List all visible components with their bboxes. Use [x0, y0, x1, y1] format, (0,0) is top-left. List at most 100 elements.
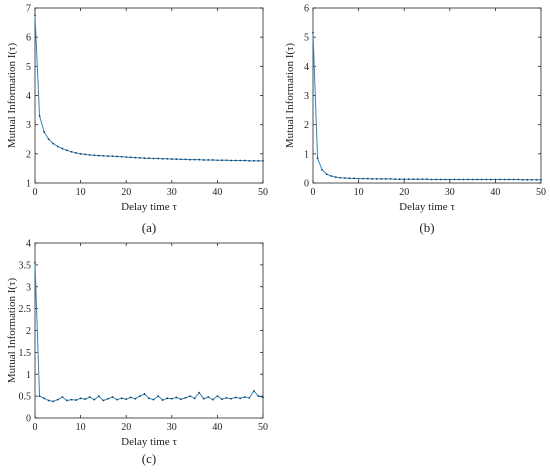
- data-point: [394, 178, 396, 181]
- data-point: [75, 152, 77, 154]
- x-tick-label: 40: [212, 187, 222, 198]
- data-point: [476, 178, 479, 181]
- data-point: [97, 395, 100, 398]
- data-point: [170, 158, 173, 160]
- x-tick-label: 20: [121, 422, 131, 433]
- data-point: [93, 154, 96, 157]
- data-point: [508, 178, 510, 181]
- data-point: [184, 158, 187, 161]
- data-point: [34, 261, 36, 264]
- data-point: [252, 159, 255, 162]
- data-point: [421, 178, 424, 181]
- data-point: [125, 398, 128, 401]
- data-point: [143, 393, 146, 395]
- x-tick-label: 30: [167, 422, 177, 433]
- data-point: [93, 398, 96, 401]
- y-tick-label: 3: [26, 120, 31, 131]
- data-point: [503, 178, 506, 181]
- data-point: [530, 178, 533, 181]
- data-point: [339, 176, 342, 179]
- data-point: [225, 159, 228, 162]
- data-point: [102, 399, 105, 402]
- data-point: [189, 395, 191, 398]
- data-point: [189, 158, 191, 161]
- data-point: [494, 178, 497, 181]
- y-tick-label: 3: [26, 282, 31, 293]
- data-point: [43, 397, 46, 400]
- y-tick-label: 2.5: [19, 304, 32, 315]
- data-point: [535, 178, 538, 181]
- data-point: [416, 178, 419, 181]
- data-point: [312, 31, 314, 34]
- data-point: [366, 177, 369, 180]
- data-point: [257, 395, 260, 398]
- data-point: [120, 397, 123, 400]
- data-point: [325, 173, 328, 176]
- x-tick-label: 50: [536, 187, 546, 198]
- data-point: [316, 157, 319, 160]
- series-line: [312, 32, 541, 181]
- data-point: [175, 396, 178, 399]
- data-point: [138, 157, 141, 159]
- data-point: [43, 131, 46, 133]
- data-point: [512, 178, 515, 181]
- data-point: [540, 178, 542, 181]
- subplot-c: 0 10 20 30 40 50 0 0.5 1 1.5 2 2.5 3 3.5 4 Delay time τ…: [6, 239, 268, 467]
- data-point: [444, 178, 447, 181]
- data-point: [134, 397, 137, 400]
- data-point: [426, 178, 428, 181]
- data-point: [157, 395, 160, 398]
- data-point: [257, 159, 260, 162]
- data-point: [499, 178, 501, 181]
- data-point: [88, 154, 91, 156]
- data-point: [161, 157, 164, 160]
- data-point: [435, 178, 438, 181]
- data-point: [248, 159, 251, 162]
- data-point: [166, 157, 169, 160]
- y-tick-label: 2: [26, 149, 31, 160]
- x-tick-label: 0: [33, 422, 38, 433]
- data-point: [134, 156, 137, 159]
- data-point: [111, 155, 114, 158]
- data-point: [517, 178, 520, 181]
- data-point: [334, 176, 337, 179]
- data-point: [262, 159, 264, 162]
- data-point: [61, 396, 64, 398]
- data-point: [448, 178, 451, 181]
- data-point: [480, 178, 483, 181]
- data-point: [225, 396, 228, 399]
- data-point: [152, 398, 155, 401]
- data-point: [107, 155, 109, 158]
- data-point: [243, 396, 246, 398]
- data-point: [161, 399, 164, 401]
- data-point: [348, 177, 351, 180]
- data-point: [453, 178, 456, 181]
- x-axis-label: Delay time τ: [399, 201, 455, 213]
- subplot-caption: (c): [142, 451, 156, 466]
- data-point: [175, 158, 178, 160]
- y-tick-label: 2: [26, 326, 31, 337]
- data-point: [52, 142, 55, 145]
- data-point: [439, 178, 442, 181]
- data-point: [385, 178, 387, 180]
- data-point: [371, 178, 374, 180]
- data-point: [230, 159, 232, 162]
- plot-frame: [34, 242, 264, 419]
- data-point: [97, 154, 100, 157]
- data-point: [66, 149, 68, 152]
- data-point: [234, 396, 237, 399]
- x-tick-label: 50: [258, 422, 268, 433]
- x-tick-label: 20: [399, 187, 409, 198]
- data-point: [56, 145, 59, 148]
- data-point: [330, 175, 333, 177]
- y-tick-label: 1: [26, 370, 31, 381]
- data-point: [61, 147, 64, 150]
- data-point: [166, 397, 169, 400]
- data-point: [70, 398, 73, 401]
- x-tick-label: 10: [354, 187, 364, 198]
- data-point: [107, 397, 109, 400]
- data-point: [357, 177, 360, 180]
- plot-frame: [34, 7, 264, 184]
- data-point: [111, 396, 114, 398]
- x-tick-label: 30: [445, 187, 455, 198]
